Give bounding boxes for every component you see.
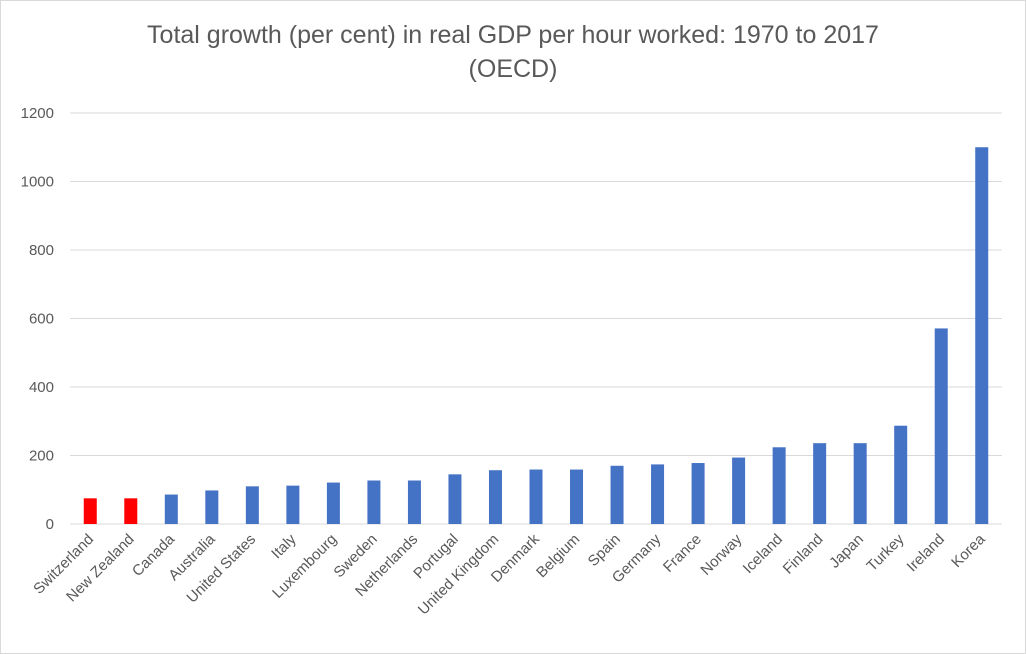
bar <box>326 482 340 524</box>
x-tick-label: Norway <box>697 530 745 578</box>
y-tick-label: 600 <box>29 311 54 328</box>
bar <box>488 470 502 524</box>
bar <box>448 474 462 524</box>
gridlines <box>70 112 1002 525</box>
bar <box>245 486 259 524</box>
y-tick-label: 1000 <box>21 174 54 191</box>
bar <box>853 443 867 524</box>
bar <box>407 480 421 524</box>
chart-title-line-2: (OECD) <box>468 55 558 83</box>
chart-title-line-1: Total growth (per cent) in real GDP per … <box>147 21 879 49</box>
x-tick-label: Iceland <box>740 531 786 577</box>
bar <box>205 490 219 524</box>
bar <box>772 447 786 524</box>
bars <box>83 147 989 524</box>
y-tick-label: 800 <box>29 242 54 259</box>
bar <box>83 498 97 524</box>
x-tick-label: Finland <box>780 531 827 578</box>
bar <box>610 465 624 524</box>
x-tick-label: Ireland <box>904 531 948 575</box>
bar <box>934 328 948 524</box>
bar <box>813 443 827 524</box>
bar <box>164 494 178 524</box>
x-tick-label: Turkey <box>863 530 907 574</box>
bar <box>529 469 543 524</box>
bar <box>975 147 989 524</box>
x-tick-label: France <box>660 531 705 576</box>
bar <box>570 469 584 524</box>
bar <box>651 464 665 524</box>
bar <box>691 463 705 524</box>
x-tick-label: Italy <box>268 530 300 562</box>
y-tick-label: 400 <box>29 379 54 396</box>
bar <box>367 480 381 524</box>
x-tick-label: Belgium <box>533 531 583 581</box>
chart-title: Total growth (per cent) in real GDP per … <box>0 18 1026 86</box>
y-tick-label: 200 <box>29 448 54 465</box>
bar <box>894 425 908 524</box>
y-tick-label: 0 <box>46 516 54 533</box>
y-axis-labels: 0 200 400 600 800 1000 1200 <box>21 105 54 533</box>
bar <box>732 457 746 524</box>
bar <box>124 498 138 524</box>
bar <box>286 485 300 524</box>
x-tick-label: Korea <box>948 530 989 571</box>
x-tick-label: Japan <box>826 531 867 572</box>
y-tick-label: 1200 <box>21 105 54 122</box>
